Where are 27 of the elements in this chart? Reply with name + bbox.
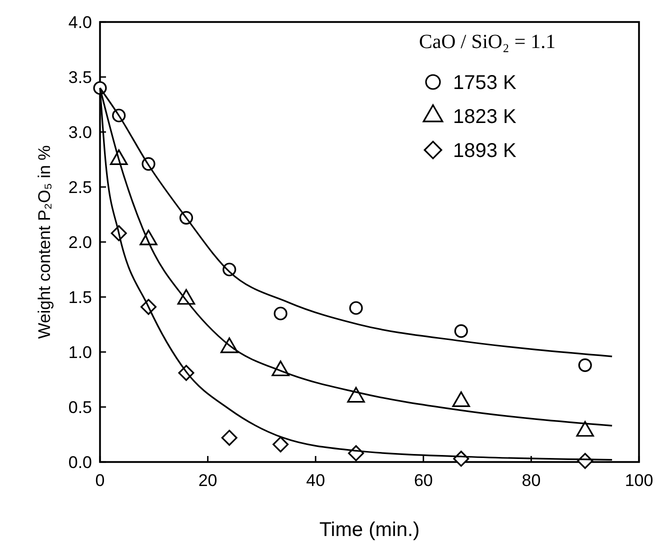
legend-label: 1893 K (453, 140, 518, 162)
legend-title: CaO / SiO₂ = 1.1 (419, 31, 556, 53)
y-tick-label: 1.0 (68, 343, 92, 362)
point (578, 358, 592, 372)
point (349, 301, 363, 315)
point (274, 306, 288, 320)
x-tick-label: 40 (306, 471, 326, 490)
x-tick-label: 0 (95, 471, 105, 490)
x-tick-label: 100 (624, 471, 654, 490)
y-tick-label: 4.0 (68, 13, 92, 32)
y-tick-label: 0.5 (68, 398, 92, 417)
legend-label: 1823 K (453, 106, 518, 128)
y-tick-label: 2.5 (68, 178, 92, 197)
y-axis-title: Weight content P₂O₅ in % (35, 145, 54, 339)
x-tick-label: 80 (522, 471, 541, 490)
y-tick-label: 3.5 (68, 68, 92, 87)
y-tick-label: 2.0 (68, 233, 92, 252)
legend-label: 1753 K (453, 72, 518, 94)
y-tick-label: 3.0 (68, 123, 92, 142)
point (272, 436, 289, 452)
x-axis-title: Time (min.) (319, 519, 420, 541)
x-tick-label: 20 (198, 471, 218, 490)
x-tick-label: 60 (414, 471, 433, 490)
point (221, 430, 238, 446)
y-tick-label: 0.0 (68, 453, 92, 472)
point (454, 324, 468, 338)
y-tick-label: 1.5 (68, 288, 92, 307)
